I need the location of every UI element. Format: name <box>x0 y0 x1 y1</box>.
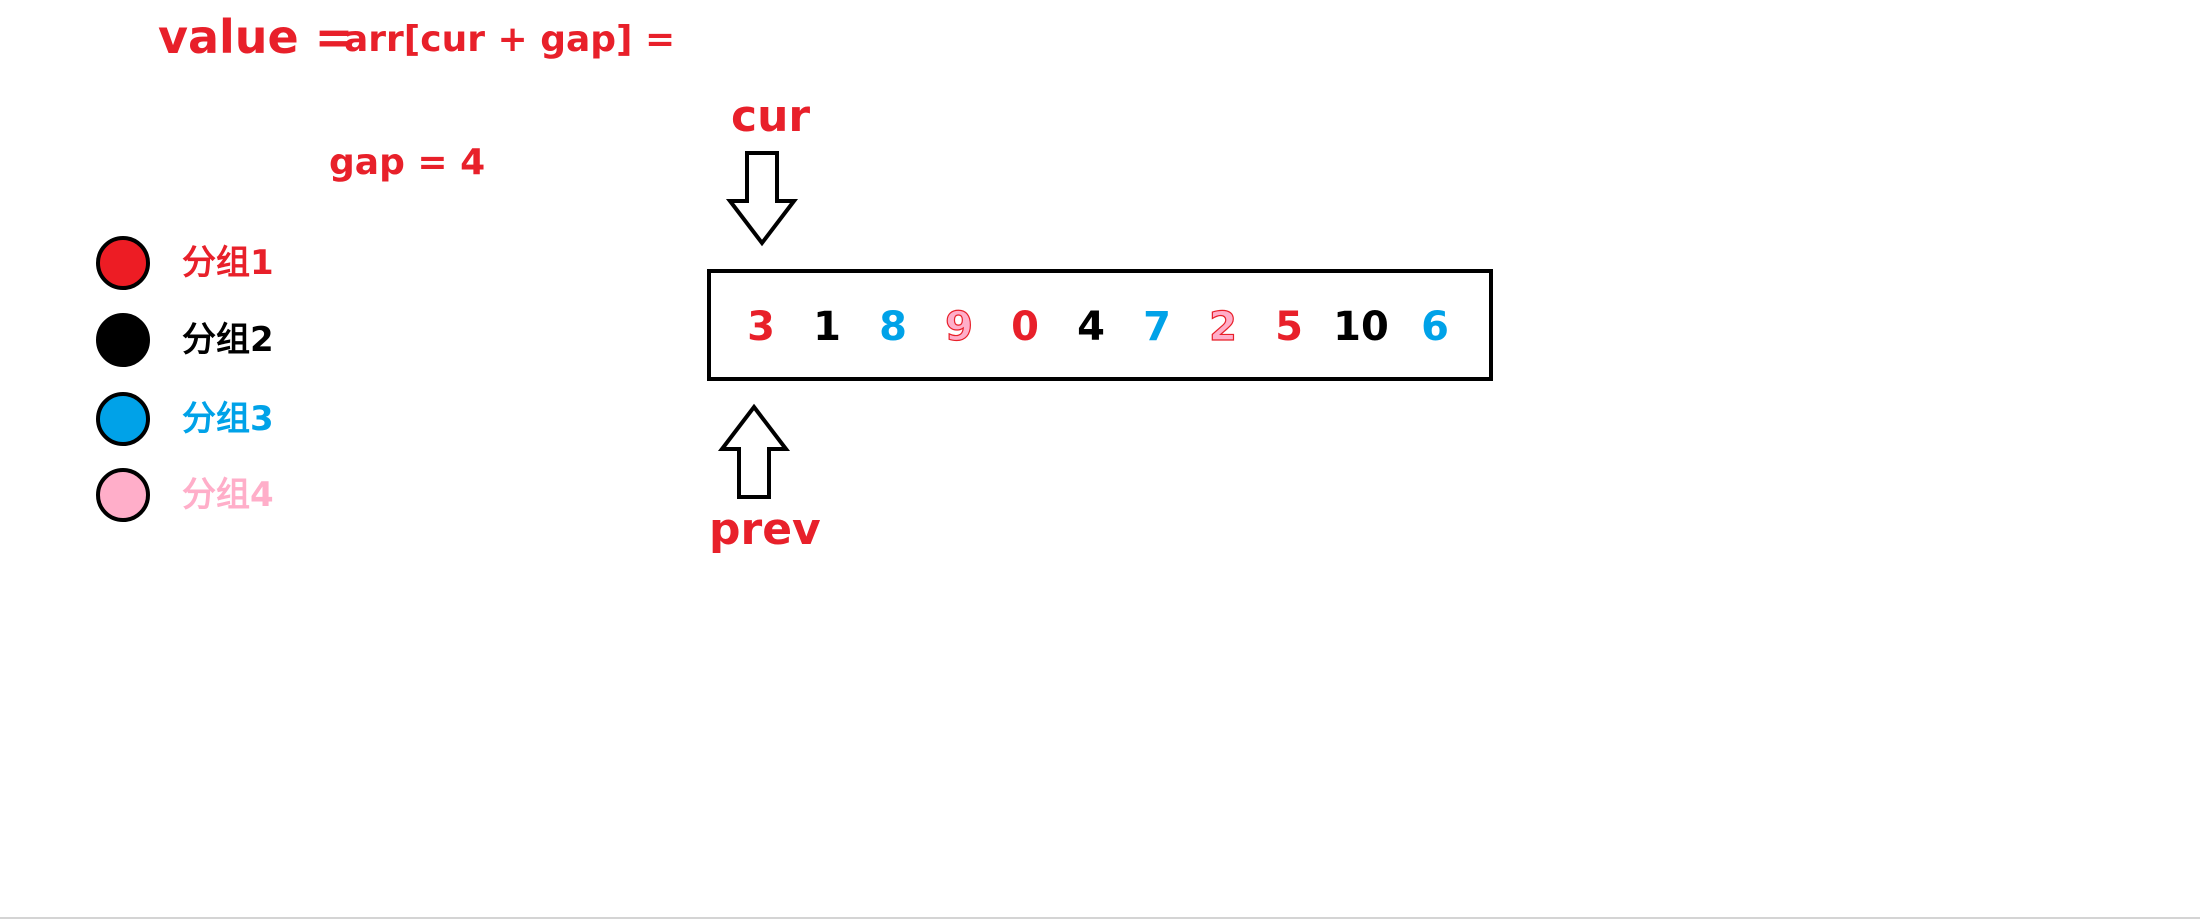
legend-item-group-3: 分组3 <box>96 392 316 446</box>
legend-label-group-2: 分组2 <box>182 320 274 360</box>
legend-item-group-1: 分组1 <box>96 236 316 290</box>
prev-pointer-label: prev <box>709 504 821 555</box>
divider <box>0 917 2200 919</box>
legend-item-group-4: 分组4 <box>96 468 316 522</box>
legend-label-group-1: 分组1 <box>182 243 274 283</box>
array-cell-10: 6 <box>1421 304 1449 350</box>
formula-expression: arr[cur + gap] = <box>344 19 676 60</box>
array-cell-6: 7 <box>1143 304 1171 350</box>
array-cell-7: 2 <box>1208 304 1237 350</box>
legend-label-group-4: 分组4 <box>182 475 274 515</box>
up-arrow-icon <box>717 403 791 499</box>
array-cell-8: 5 <box>1275 304 1303 350</box>
array-cell-4: 0 <box>1011 304 1039 350</box>
array-cell-5: 4 <box>1077 304 1105 350</box>
legend-item-group-2: 分组2 <box>96 313 316 367</box>
cur-pointer-label: cur <box>731 91 811 142</box>
legend-dot-group-3 <box>96 392 150 446</box>
array-cell-9: 10 <box>1333 304 1389 350</box>
legend-dot-group-2 <box>96 313 150 367</box>
gap-label: gap = 4 <box>329 142 486 183</box>
legend-dot-group-4 <box>96 468 150 522</box>
array-cell-1: 1 <box>813 304 841 350</box>
formula-value-label: value = <box>158 10 354 64</box>
array-cell-2: 8 <box>879 304 907 350</box>
array-cell-0: 3 <box>747 304 775 350</box>
array-cell-3: 9 <box>944 304 973 350</box>
array-box: 3 1 8 9 0 4 7 2 5 10 6 <box>707 269 1493 381</box>
down-arrow-icon <box>725 151 799 247</box>
legend-dot-group-1 <box>96 236 150 290</box>
legend-label-group-3: 分组3 <box>182 399 274 439</box>
